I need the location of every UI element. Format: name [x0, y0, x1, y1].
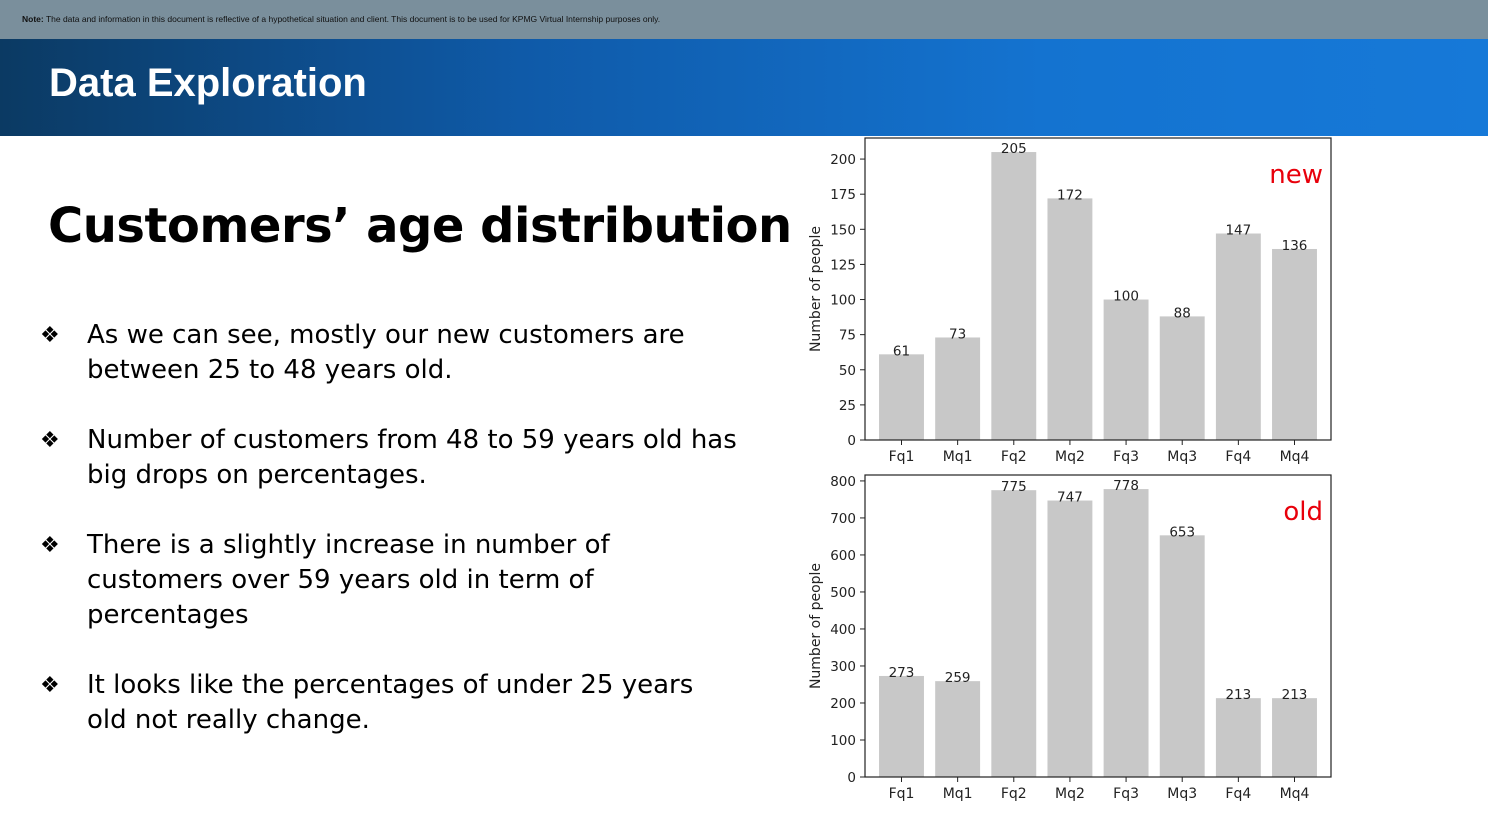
data-label: 100 [1113, 289, 1139, 305]
x-tick-label: Fq4 [1225, 449, 1251, 465]
data-label: 213 [1282, 687, 1308, 703]
data-label: 205 [1001, 141, 1027, 157]
y-tick-label: 0 [847, 770, 856, 786]
plot-frame [864, 137, 1332, 441]
x-tick-label: Mq4 [1280, 449, 1310, 465]
list-item: ❖ There is a slightly increase in number … [40, 528, 740, 633]
y-tick-label: 100 [830, 733, 856, 749]
bullet-list: ❖ As we can see, mostly our new customers… [40, 318, 740, 773]
slide-heading: Customers’ age distribution [48, 198, 792, 254]
x-tick-label: Fq3 [1113, 449, 1139, 465]
y-tick-label: 75 [839, 328, 856, 344]
y-tick-label: 200 [830, 696, 856, 712]
chart-svg: 61 73 205 172 100 88 147 136 0 25 50 75 100 125 150 175… [808, 137, 1332, 465]
bar [879, 675, 924, 777]
x-tick-label: Mq3 [1167, 786, 1197, 802]
y-tick-label: 0 [847, 433, 856, 449]
chart-annotation: old [1283, 497, 1323, 527]
bar [935, 681, 981, 777]
data-label: 136 [1282, 238, 1308, 254]
x-tick-label: Mq2 [1055, 449, 1085, 465]
four-diamond-bullet-icon: ❖ [40, 428, 60, 453]
y-tick-label: 500 [830, 585, 856, 601]
y-tick-label: 175 [830, 187, 856, 203]
list-item: ❖ Number of customers from 48 to 59 years… [40, 423, 740, 493]
data-label: 775 [1001, 479, 1027, 495]
bullet-text: There is a slightly increase in number o… [87, 530, 610, 630]
y-tick-label: 400 [830, 622, 856, 638]
data-label: 273 [889, 665, 915, 681]
bar [1215, 233, 1261, 440]
bar [935, 337, 981, 440]
x-tick-label: Fq1 [889, 449, 915, 465]
list-item: ❖ As we can see, mostly our new customers… [40, 318, 740, 388]
y-tick-label: 100 [830, 293, 856, 309]
bar [1159, 535, 1205, 777]
x-tick-label: Mq3 [1167, 449, 1197, 465]
plot-frame [864, 474, 1332, 778]
bar [1047, 500, 1093, 777]
bar [991, 152, 1037, 440]
list-item: ❖ It looks like the percentages of under … [40, 668, 740, 738]
data-label: 88 [1174, 305, 1191, 321]
x-tick-label: Fq2 [1001, 786, 1027, 802]
bar [991, 490, 1037, 777]
bar [1103, 489, 1149, 777]
bar [1047, 198, 1093, 440]
y-tick-label: 25 [839, 398, 856, 414]
x-tick-label: Fq3 [1113, 786, 1139, 802]
bullet-text: It looks like the percentages of under 2… [87, 670, 694, 735]
page-title: Data Exploration [49, 61, 367, 105]
four-diamond-bullet-icon: ❖ [40, 533, 60, 558]
y-tick-label: 800 [830, 474, 856, 490]
bullet-text: As we can see, mostly our new customers … [87, 320, 685, 385]
title-bar: Data Exploration [0, 39, 1488, 136]
y-tick-label: 600 [830, 548, 856, 564]
chart-svg: 273 259 775 747 778 653 213 213 0 100 200 300 400 500… [808, 474, 1332, 802]
y-axis-label: Number of people [808, 226, 824, 352]
bar [1159, 316, 1205, 440]
bar [1272, 248, 1317, 440]
disclaimer-note: Note: The data and information in this d… [22, 14, 661, 24]
data-label: 73 [949, 326, 966, 342]
x-tick-label: Mq1 [943, 786, 973, 802]
note-bar: Note: The data and information in this d… [0, 0, 1488, 39]
y-tick-label: 50 [839, 363, 856, 379]
data-label: 172 [1057, 187, 1083, 203]
x-tick-label: Fq2 [1001, 449, 1027, 465]
new-customers-age-chart: 61 73 205 172 100 88 147 136 0 25 50 75 100 125 150 175… [800, 132, 1340, 476]
data-label: 147 [1225, 223, 1251, 239]
chart-annotation: new [1269, 160, 1323, 190]
data-label: 653 [1169, 524, 1195, 540]
bar [879, 354, 924, 440]
four-diamond-bullet-icon: ❖ [40, 323, 60, 348]
y-axis-label: Number of people [808, 563, 824, 689]
data-label: 259 [945, 670, 971, 686]
four-diamond-bullet-icon: ❖ [40, 673, 60, 698]
bar [1103, 299, 1149, 440]
data-label: 747 [1057, 490, 1083, 506]
bar [1215, 698, 1261, 777]
bar [1272, 698, 1317, 777]
y-tick-label: 200 [830, 152, 856, 168]
data-label: 213 [1225, 687, 1251, 703]
y-tick-label: 125 [830, 257, 856, 273]
old-customers-age-chart: 273 259 775 747 778 653 213 213 0 100 200 300 400 500… [800, 469, 1340, 813]
x-tick-label: Mq2 [1055, 786, 1085, 802]
x-tick-label: Mq1 [943, 449, 973, 465]
data-label: 61 [893, 343, 910, 359]
x-tick-label: Mq4 [1280, 786, 1310, 802]
bullet-text: Number of customers from 48 to 59 years … [87, 425, 737, 490]
y-tick-label: 700 [830, 511, 856, 527]
x-tick-label: Fq1 [889, 786, 915, 802]
y-tick-label: 300 [830, 659, 856, 675]
data-label: 778 [1113, 478, 1139, 494]
y-tick-label: 150 [830, 222, 856, 238]
x-tick-label: Fq4 [1225, 786, 1251, 802]
